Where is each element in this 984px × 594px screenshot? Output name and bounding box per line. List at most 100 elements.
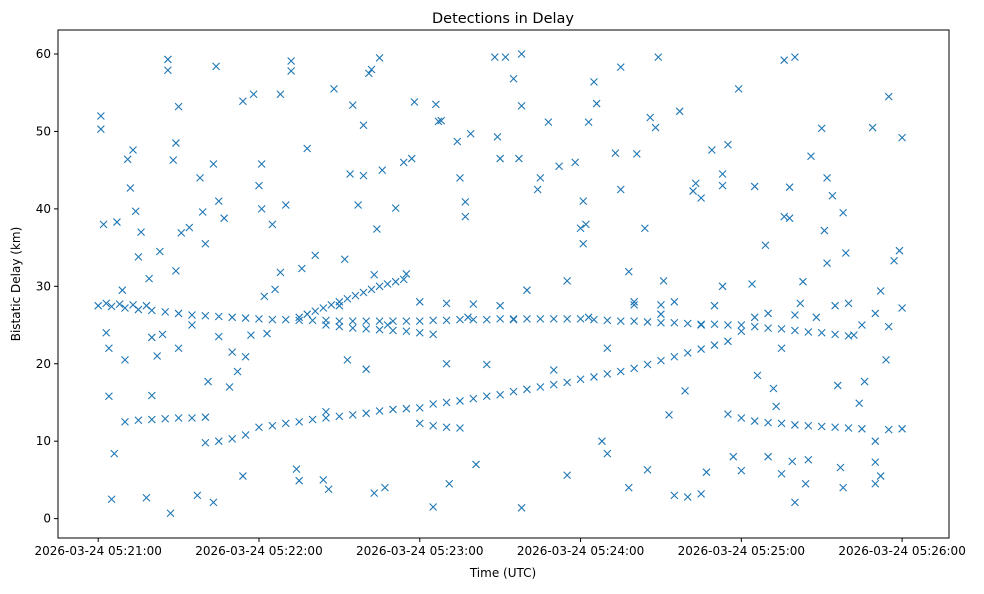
- data-point-clutter: [319, 476, 328, 484]
- y-tick-label: 30: [36, 279, 51, 293]
- x-tick-label: 2026-03-24 05:25:00: [678, 544, 805, 558]
- data-point-late-lower-track: [858, 424, 866, 433]
- data-point-clutter: [691, 179, 700, 188]
- data-point-clutter: [801, 479, 810, 488]
- data-point-clutter: [359, 121, 368, 130]
- data-point-lower-track: [335, 412, 344, 421]
- data-point-upper-track: [255, 314, 263, 323]
- data-point-clutter: [780, 56, 789, 65]
- data-point-mid-track: [335, 322, 344, 331]
- data-point-clutter: [163, 66, 172, 75]
- data-point-clutter: [445, 479, 454, 488]
- data-point-clutter: [102, 328, 111, 337]
- data-point-lower-track: [429, 421, 438, 430]
- data-point-clutter: [884, 322, 893, 331]
- data-point-clutter: [849, 331, 858, 339]
- data-point-upper-track: [670, 318, 679, 327]
- data-point-clutter: [464, 313, 472, 322]
- data-point-lower-track: [174, 414, 183, 422]
- data-point-clutter: [697, 194, 706, 202]
- data-point-clutter: [370, 489, 379, 497]
- data-point-clutter: [750, 313, 759, 322]
- data-point-clutter: [155, 247, 164, 256]
- data-point-clutter: [147, 333, 156, 342]
- data-point-clutter: [509, 74, 518, 83]
- data-point-lower-track: [228, 434, 237, 443]
- data-point-clutter: [260, 292, 269, 301]
- data-point-clutter: [651, 123, 660, 132]
- data-point-upper-track: [241, 314, 250, 322]
- data-point-clutter: [509, 315, 518, 324]
- data-point-clutter: [348, 101, 357, 110]
- data-point-clutter: [689, 187, 697, 195]
- data-point-clutter: [99, 220, 108, 229]
- data-point-clutter: [196, 174, 204, 182]
- data-point-lower-track: [134, 416, 143, 425]
- data-point-rising-lower-track: [737, 327, 746, 336]
- data-point-clutter: [204, 377, 212, 386]
- data-point-clutter: [563, 471, 572, 480]
- data-point-upper-track: [121, 304, 129, 312]
- data-point-lower-track: [415, 404, 424, 412]
- data-point-clutter: [579, 197, 588, 206]
- data-point-clutter: [884, 92, 893, 101]
- data-point-lower-track: [389, 405, 397, 414]
- data-point-clutter: [429, 503, 438, 511]
- data-point-clutter: [630, 297, 639, 306]
- data-point-clutter: [517, 102, 526, 110]
- data-point-lower-track: [456, 424, 464, 432]
- data-point-clutter: [718, 282, 727, 291]
- data-point-clutter: [707, 146, 716, 154]
- data-point-clutter: [804, 455, 813, 464]
- data-point-clutter: [871, 479, 880, 488]
- data-point-rising-lower-track: [429, 400, 438, 408]
- data-point-rising-lower-track: [509, 387, 518, 396]
- data-point-clutter: [584, 118, 593, 127]
- data-point-clutter: [142, 493, 151, 502]
- data-point-clutter: [188, 321, 196, 329]
- data-point-clutter: [780, 212, 789, 221]
- data-point-clutter: [163, 55, 172, 64]
- data-point-rising-lower-track: [683, 349, 692, 357]
- data-point-clutter: [860, 377, 869, 386]
- data-point-clutter: [241, 352, 250, 361]
- data-point-lower-track: [241, 431, 250, 439]
- data-point-upper-track: [456, 315, 464, 324]
- data-point-rising-lower-track: [549, 380, 558, 389]
- data-point-clutter: [126, 184, 135, 192]
- data-point-clutter: [876, 472, 885, 480]
- data-point-clutter: [590, 77, 598, 86]
- data-point-clutter: [657, 310, 665, 319]
- data-point-rising-lower-track: [536, 383, 545, 391]
- data-point-upper-track: [469, 300, 478, 309]
- data-point-clutter: [375, 53, 384, 62]
- data-point-clutter: [788, 457, 797, 466]
- y-tick-label: 10: [36, 434, 51, 448]
- data-point-clutter: [697, 321, 706, 329]
- data-point-clutter: [110, 449, 119, 458]
- data-point-clutter: [239, 97, 247, 106]
- data-point-upper-track: [831, 330, 840, 339]
- data-point-clutter: [134, 253, 143, 261]
- data-point-clutter: [624, 267, 633, 276]
- data-point-rising-lower-track: [456, 397, 464, 405]
- data-point-upper-track: [201, 311, 210, 320]
- data-point-clutter: [777, 469, 786, 478]
- data-point-upper-track: [94, 301, 103, 310]
- data-point-clutter: [137, 228, 145, 237]
- data-point-rising-upper-track: [295, 313, 304, 322]
- data-point-mid-track: [362, 325, 371, 333]
- data-point-upper-track: [348, 317, 357, 326]
- data-point-clutter: [616, 185, 625, 194]
- data-point-clutter: [399, 158, 408, 167]
- data-point-late-lower-track: [871, 437, 880, 446]
- data-point-clutter: [372, 225, 381, 233]
- data-point-lower-track: [415, 419, 424, 428]
- data-point-clutter: [855, 399, 864, 408]
- y-tick-label: 20: [36, 357, 51, 371]
- data-point-clutter: [812, 313, 821, 322]
- data-point-clutter: [158, 330, 167, 339]
- data-point-clutter: [276, 268, 285, 277]
- data-point-clutter: [214, 332, 223, 341]
